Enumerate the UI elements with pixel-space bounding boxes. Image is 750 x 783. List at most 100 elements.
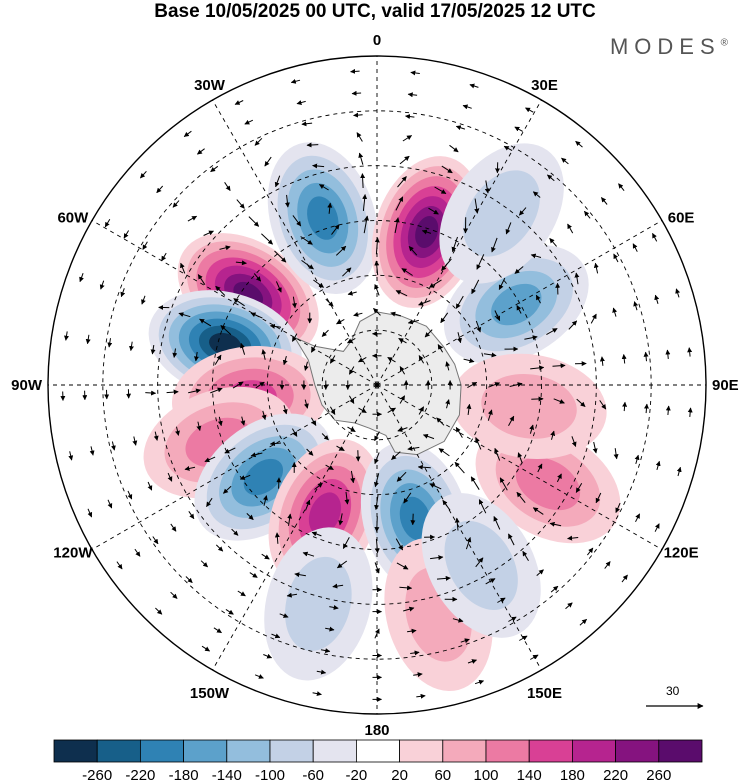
wind-vector — [410, 70, 420, 76]
wind-vector — [374, 284, 380, 296]
wind-vectors — [60, 68, 693, 702]
wind-vector — [254, 137, 263, 146]
colorbar-tick-label: -260 — [82, 767, 112, 783]
wind-vector — [203, 230, 214, 236]
wind-vector — [269, 441, 282, 447]
wind-vector — [478, 499, 487, 514]
wind-vector — [402, 135, 413, 142]
wind-vector — [618, 183, 625, 192]
wind-vector — [484, 180, 490, 194]
colorbar-swatch — [96, 739, 141, 763]
wind-vector — [127, 490, 133, 500]
wind-vector — [199, 318, 212, 327]
wind-vector — [508, 533, 515, 546]
wind-vector — [248, 216, 260, 227]
wind-vector — [187, 215, 198, 222]
modes-logo: MODES® — [610, 34, 728, 60]
wind-vector — [546, 328, 558, 336]
wind-vector — [279, 613, 289, 618]
wind-vector — [129, 341, 134, 352]
wind-vector — [410, 650, 420, 656]
wind-vector — [261, 410, 267, 421]
wind-vector — [236, 199, 245, 209]
wind-vector — [547, 174, 555, 182]
wind-vector — [469, 83, 479, 89]
wind-vector — [455, 125, 466, 131]
wind-vector — [615, 502, 621, 513]
wind-vector — [224, 447, 236, 454]
wind-vector — [396, 562, 409, 570]
wind-vector — [351, 90, 362, 96]
wind-vector — [524, 335, 538, 341]
wind-vector — [172, 348, 178, 358]
wind-vector — [217, 416, 223, 427]
wind-vector — [107, 338, 113, 348]
longitude-labels: 0 30E 60E 90E 120E 150E 180 150W 120W 90W 60W 30W — [11, 32, 739, 739]
wind-vector — [188, 511, 195, 520]
wind-vector — [424, 329, 433, 338]
wind-vector — [116, 561, 123, 570]
wind-vector — [514, 126, 523, 132]
longitude-label: 150E — [527, 685, 562, 702]
wind-vector — [475, 437, 482, 450]
colorbar-swatch — [183, 739, 228, 763]
wind-vector — [286, 592, 298, 598]
wind-vector — [175, 426, 180, 436]
wind-vector — [201, 645, 211, 652]
wind-vector — [145, 390, 157, 396]
wind-vector — [387, 356, 396, 363]
longitude-label: 60W — [57, 210, 89, 227]
wind-vector — [505, 222, 512, 235]
wind-vector — [549, 238, 557, 247]
wind-vector — [565, 602, 573, 610]
wind-vector — [185, 576, 193, 584]
colorbar-tick-label: 140 — [517, 767, 542, 783]
wind-vector — [644, 403, 649, 414]
wind-vector — [488, 382, 501, 388]
wind-vector — [291, 296, 297, 309]
wind-vector — [451, 236, 458, 253]
wind-vector — [438, 448, 450, 457]
wind-vector — [655, 460, 661, 471]
wind-vector — [499, 477, 508, 491]
wind-vector — [613, 253, 619, 263]
colorbar-swatch — [53, 739, 98, 763]
wind-vector — [316, 669, 327, 675]
wind-vector — [140, 170, 147, 179]
wind-vector — [153, 431, 159, 441]
wind-vector — [166, 389, 179, 395]
wind-vector — [561, 157, 569, 165]
wind-vector — [455, 295, 464, 309]
wind-vector — [254, 674, 264, 679]
wind-vector — [401, 268, 413, 276]
wind-vector — [350, 470, 356, 484]
wind-vector — [321, 329, 329, 337]
wind-vector — [574, 272, 580, 285]
wind-vector — [290, 78, 301, 84]
wind-vector — [421, 229, 432, 235]
wind-vector — [530, 253, 542, 259]
colorbar-swatch — [139, 739, 184, 763]
wind-vector — [325, 298, 334, 307]
wind-vector — [223, 485, 232, 494]
wind-vector — [593, 262, 599, 274]
wind-vector — [449, 144, 459, 153]
wind-vector — [348, 395, 355, 404]
meridian-line — [193, 68, 378, 386]
wind-vector — [200, 560, 208, 568]
meridian-line — [60, 384, 378, 569]
wind-vector — [120, 288, 126, 298]
wind-vector — [261, 349, 267, 360]
colorbar-tick-label: 20 — [391, 767, 408, 783]
wind-vector — [329, 605, 339, 610]
wind-vector — [291, 333, 298, 342]
wind-vector — [170, 523, 177, 532]
wind-vector — [348, 366, 355, 375]
wind-vector — [353, 311, 363, 317]
wind-vector — [269, 323, 282, 329]
wind-vector — [470, 476, 480, 490]
wind-vector — [156, 185, 164, 194]
wind-vector — [457, 332, 462, 344]
wind-vector — [344, 491, 350, 505]
colorbar-swatch — [615, 739, 660, 763]
